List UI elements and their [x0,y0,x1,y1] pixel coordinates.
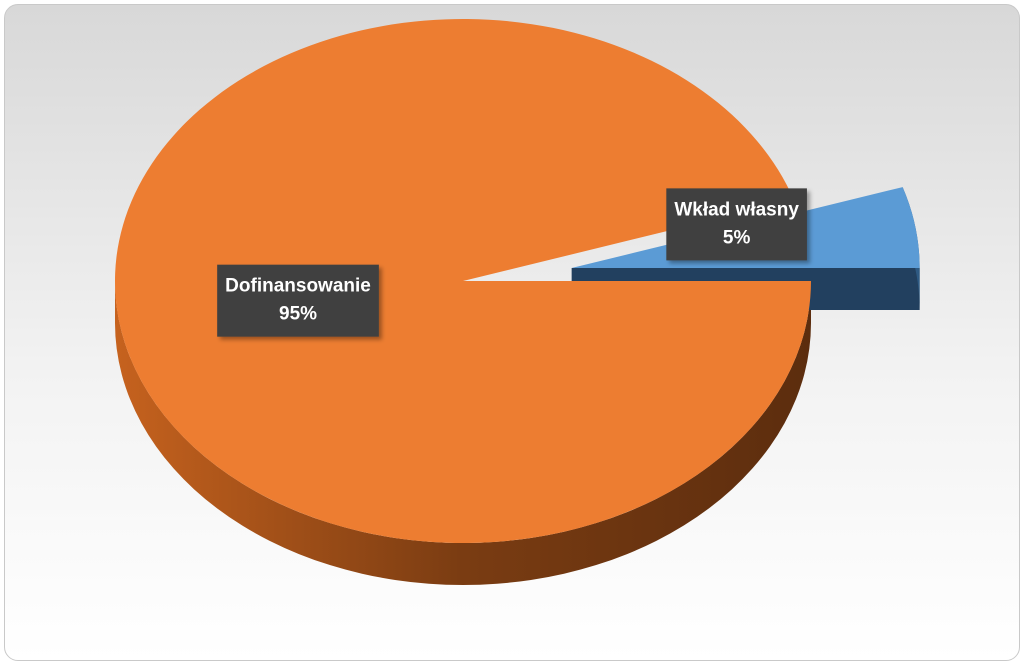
data-label-box [666,188,807,261]
slice-side [115,281,811,585]
data-label: Wkład własny 5% [666,188,807,261]
data-label-name: Dofinansowanie [225,276,371,297]
data-label: Dofinansowanie 95% [217,264,379,337]
data-label-value: 5% [723,227,751,248]
data-label-name: Wkład własny [674,199,799,220]
chart-frame: Dofinansowanie 95% Wkład własny 5% [4,4,1020,661]
pie-slice [115,19,812,543]
data-label-value: 95% [279,304,317,325]
data-label-box [217,264,379,337]
chart: Dofinansowanie 95% Wkład własny 5% [115,19,920,585]
